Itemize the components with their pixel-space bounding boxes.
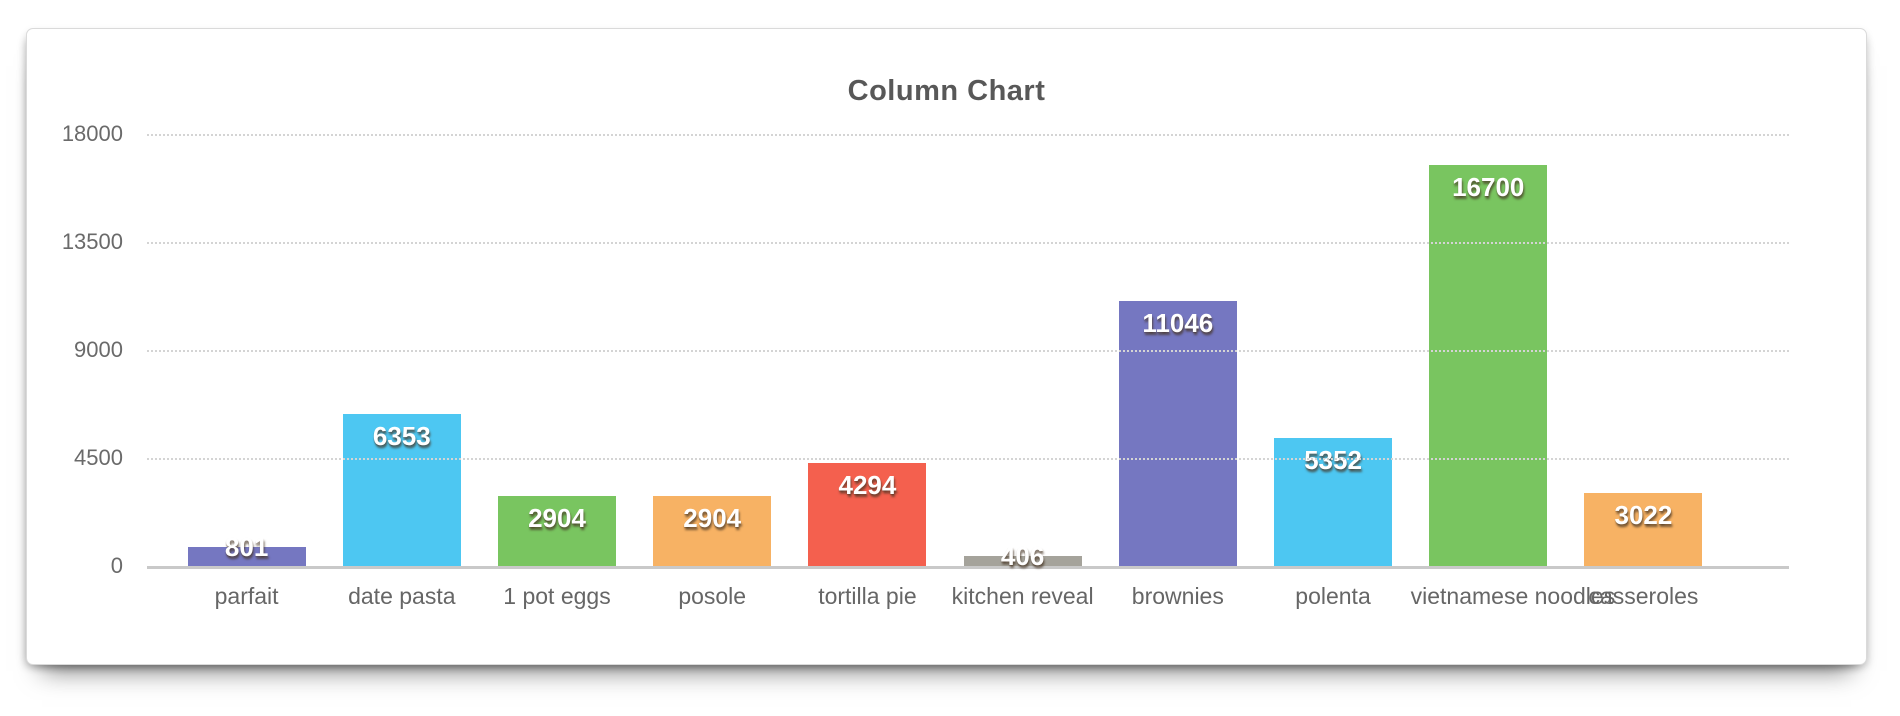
bar-slot: 16700	[1411, 165, 1566, 566]
bar-1-pot-eggs[interactable]: 2904	[498, 496, 616, 566]
chart-title: Column Chart	[847, 75, 1046, 107]
y-tick-label: 9000	[74, 337, 123, 362]
y-tick-label: 0	[110, 553, 123, 578]
bar-casseroles[interactable]: 3022	[1584, 493, 1703, 566]
bar-value-label: 11046	[1142, 308, 1214, 338]
x-category-label: 1 pot eggs	[503, 583, 611, 609]
plot-column: 801 6353 2904 2904 4294 406 11046 5352 16700 3022…	[147, 134, 1789, 610]
bar-value-label: 5352	[1304, 445, 1362, 475]
bar-slot: 2904	[479, 496, 634, 566]
x-category-label: casseroles	[1588, 583, 1699, 609]
gridline	[147, 458, 1789, 460]
bar-slot: 4294	[790, 463, 945, 566]
y-tick-label: 4500	[74, 445, 123, 470]
bar-date-pasta[interactable]: 6353	[342, 414, 461, 566]
bar-value-label: 16700	[1452, 172, 1525, 202]
bars-container: 801 6353 2904 2904 4294 406 11046 5352 16700 3022	[169, 134, 1721, 569]
gridline	[147, 242, 1789, 244]
bar-posole[interactable]: 2904	[653, 496, 772, 566]
y-axis: 18000 13500 9000 4500 0	[27, 121, 147, 578]
bar-brownies[interactable]: 11046	[1118, 301, 1237, 566]
bar-value-label: 3022	[1614, 500, 1673, 530]
bar-slot: 6353	[324, 414, 479, 566]
bar-slot: 3022	[1566, 493, 1721, 566]
bar-vietnamese-noodles[interactable]: 16700	[1429, 165, 1548, 566]
x-category-label: vietnamese noodles	[1410, 583, 1616, 609]
y-tick-label: 13500	[61, 229, 123, 254]
bar-slot: 2904	[635, 496, 790, 566]
x-category-label: brownies	[1131, 583, 1224, 609]
bar-slot: 11046	[1100, 301, 1255, 566]
bar-value-label: 406	[1000, 541, 1045, 571]
bar-value-label: 2904	[683, 503, 742, 533]
gridline	[147, 134, 1789, 136]
bar-parfait[interactable]: 801	[187, 534, 306, 566]
bar-slot: 801	[169, 534, 324, 566]
x-category-label: parfait	[214, 583, 279, 609]
x-category-label: kitchen reveal	[951, 583, 1094, 609]
bar-value-label: 2904	[528, 503, 586, 533]
column-chart: 18000 13500 9000 4500 0 801 6353 2904 2904 4294 4…	[27, 121, 1866, 610]
x-axis: parfait date pasta 1 pot eggs posole tortill…	[169, 583, 1721, 610]
bar-tortilla-pie[interactable]: 4294	[808, 463, 927, 566]
bar-value-label: 6353	[372, 421, 431, 451]
x-category-label: tortilla pie	[818, 583, 917, 609]
chart-card: Column Chart 18000 13500 9000 4500 0 801 6353…	[26, 28, 1867, 665]
bar-value-label: 4294	[838, 470, 897, 500]
bar-slot: 406	[945, 543, 1100, 569]
bar-kitchen-reveal[interactable]: 406	[963, 543, 1082, 569]
x-category-label: polenta	[1295, 583, 1371, 609]
plot-area: 801 6353 2904 2904 4294 406 11046 5352 16700 3022	[147, 134, 1789, 569]
x-category-label: posole	[678, 583, 747, 609]
y-tick-label: 18000	[61, 121, 123, 146]
x-category-label: date pasta	[348, 583, 456, 609]
bar-value-label: 801	[224, 532, 269, 562]
gridline	[147, 350, 1789, 352]
